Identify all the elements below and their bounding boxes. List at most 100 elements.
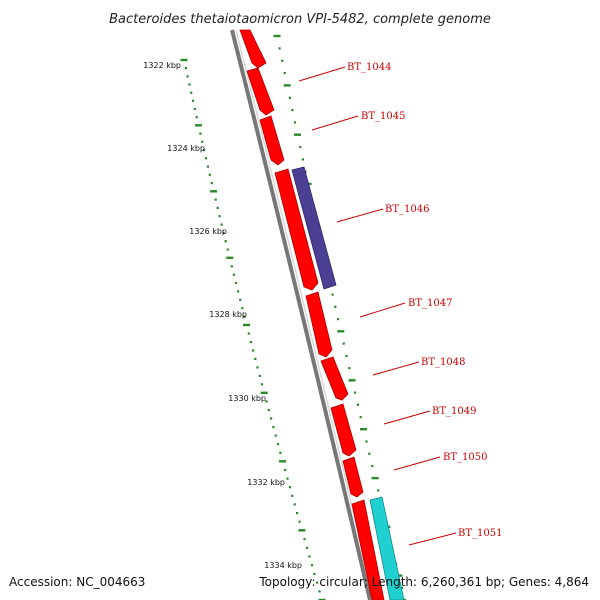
ruler-tick <box>293 503 296 506</box>
gene-bt-1049[interactable] <box>330 403 357 457</box>
ruler-major-tick <box>194 124 202 127</box>
ruler-tick <box>201 140 204 143</box>
genome-summary: Topology: circular; Length: 6,260,361 bp… <box>258 575 589 589</box>
gene-connector <box>359 302 406 318</box>
gene-bt-1043[interactable] <box>239 29 267 69</box>
guide-tick <box>337 318 340 321</box>
gene-label-bt-1044[interactable]: BT_1044 <box>347 62 391 73</box>
guide-tick <box>283 72 286 75</box>
ruler-tick <box>204 157 208 160</box>
gene-bt-1051[interactable] <box>369 496 405 600</box>
ruler-tick <box>260 383 264 386</box>
guide-tick <box>377 489 380 492</box>
ruler-tick <box>241 307 244 310</box>
ruler-tick <box>267 408 270 412</box>
ruler-tick <box>318 590 321 593</box>
ruler-tick <box>313 572 316 575</box>
ruler-tick <box>232 273 235 276</box>
gene-bt-1046b[interactable] <box>274 168 319 291</box>
ruler-tick <box>216 206 219 209</box>
ruler-tick <box>284 468 287 471</box>
ruler-tick <box>308 555 311 558</box>
ruler-tick <box>195 116 198 119</box>
gene-label-bt-1048[interactable]: BT_1048 <box>421 357 465 368</box>
ruler-tick <box>305 546 309 549</box>
ruler-tick <box>208 173 211 176</box>
ruler-tick <box>230 265 233 268</box>
ruler-tick <box>279 451 282 454</box>
ruler-tick <box>296 512 299 515</box>
gene-track <box>239 29 405 600</box>
ruler-tick <box>298 520 301 523</box>
guide-tick <box>359 416 362 419</box>
guide-tick <box>278 47 281 50</box>
ruler-major-tick <box>279 460 287 463</box>
ruler-tick <box>220 223 223 226</box>
gene-label-bt-1050[interactable]: BT_1050 <box>443 452 487 463</box>
kbp-ruler-labels: 1322 kbp 1324 kbp 1326 kbp 1328 kbp 1330… <box>143 61 302 570</box>
genome-backbone-highlight <box>235 29 375 600</box>
gene-bt-1048[interactable] <box>320 356 349 401</box>
kbp-label-1330: 1330 kbp <box>228 394 266 403</box>
guide-major-tick <box>294 133 301 136</box>
guide-tick <box>368 452 371 455</box>
ruler-major-tick <box>243 323 250 327</box>
ruler-tick <box>303 538 306 541</box>
ruler-tick <box>218 215 221 218</box>
ruler-tick <box>239 298 242 301</box>
ruler-tick <box>243 315 246 318</box>
accession-info: Accession: NC_004663 <box>9 575 145 589</box>
gene-connector <box>372 361 420 376</box>
gene-bt-1046[interactable] <box>291 166 337 290</box>
guide-tick <box>288 96 291 99</box>
ruler-tick <box>310 564 314 567</box>
ruler-tick <box>203 149 206 152</box>
gene-bt-1045[interactable] <box>259 115 285 166</box>
guide-tick <box>356 403 359 406</box>
guide-tick <box>365 440 368 443</box>
ruler-tick <box>270 417 273 420</box>
gene-connector <box>336 208 384 223</box>
ruler-major-tick <box>226 256 234 259</box>
gene-bt-1044[interactable] <box>246 67 275 116</box>
ruler-tick <box>222 231 225 234</box>
gene-bt-1050[interactable] <box>342 456 364 498</box>
guide-tick <box>293 121 297 124</box>
kbp-label-1324: 1324 kbp <box>167 144 205 153</box>
ruler-tick <box>210 182 213 185</box>
gene-label-bt-1047[interactable]: BT_1047 <box>408 298 452 309</box>
guide-tick <box>299 146 302 149</box>
ruler-tick <box>224 240 227 243</box>
gene-connector <box>408 532 457 546</box>
ruler-tick <box>186 75 189 78</box>
guide-major-tick <box>337 330 345 333</box>
ruler-tick <box>252 349 255 352</box>
ruler-tick <box>234 281 238 285</box>
gene-label-bt-1046[interactable]: BT_1046 <box>385 204 429 215</box>
genome-backbone <box>230 29 372 600</box>
guide-tick <box>331 293 334 296</box>
gene-label-bt-1049[interactable]: BT_1049 <box>432 406 476 417</box>
ruler-tick <box>214 198 217 201</box>
gene-bt-1047[interactable] <box>305 291 333 358</box>
gene-labels: BT_1044 BT_1045 BT_1046 BT_1047 BT_1048 … <box>298 62 502 546</box>
kbp-label-1334: 1334 kbp <box>264 561 302 570</box>
ruler-tick <box>199 132 202 135</box>
ruler-tick <box>258 374 261 377</box>
ruler-tick <box>291 494 294 497</box>
gene-label-bt-1051[interactable]: BT_1051 <box>458 528 502 539</box>
ruler-tick <box>184 67 187 70</box>
ruler-tick <box>276 443 280 446</box>
gene-bt-1051-red[interactable] <box>351 499 385 600</box>
gene-label-bt-1045[interactable]: BT_1045 <box>361 111 405 122</box>
guide-tick <box>334 305 337 308</box>
ruler-tick <box>191 99 195 102</box>
guide-tick <box>281 59 284 62</box>
kbp-label-1326: 1326 kbp <box>189 227 227 236</box>
ruler-tick <box>265 400 268 403</box>
ruler-tick <box>315 581 319 584</box>
guide-major-tick <box>283 84 291 87</box>
gene-connector <box>311 115 359 131</box>
guide-tick <box>342 342 345 345</box>
